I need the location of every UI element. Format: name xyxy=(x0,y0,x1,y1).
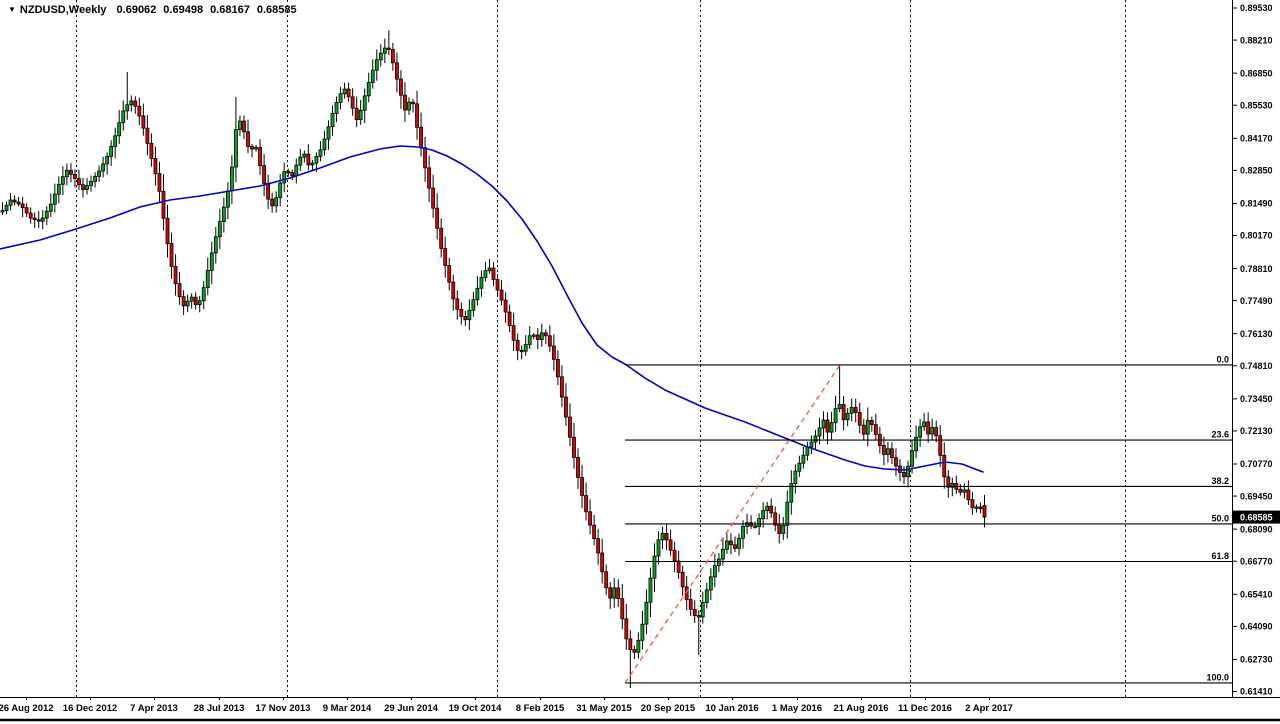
fibonacci-retracement[interactable]: 0.0 23.6 38.2 50.0 61.8 100.0 xyxy=(624,354,1232,684)
time-tick-label: 8 Feb 2015 xyxy=(516,703,565,714)
time-tick-label: 26 Aug 2012 xyxy=(0,703,54,714)
ohlc-high: 0.69498 xyxy=(163,4,204,16)
time-tick-label: 10 Jan 2016 xyxy=(705,703,758,714)
fib-level-label: 23.6 xyxy=(1211,430,1229,440)
price-tick-label: 0.65410 xyxy=(1240,589,1273,599)
symbol-period-label: NZDUSD,Weekly xyxy=(19,4,107,16)
fib-level-label: 61.8 xyxy=(1211,551,1229,561)
price-tick-label: 0.85530 xyxy=(1240,100,1273,110)
time-tick-label: 1 May 2016 xyxy=(772,703,822,714)
price-tick-label: 0.64090 xyxy=(1240,622,1273,632)
ohlc-low: 0.68167 xyxy=(210,4,250,16)
time-tick-label: 29 Jun 2014 xyxy=(384,703,439,714)
time-tick-label: 31 May 2015 xyxy=(576,703,632,714)
grid-lines xyxy=(76,0,1126,697)
ma-polyline[interactable] xyxy=(0,145,984,473)
price-axis[interactable]: 0.89530 0.88210 0.86850 0.85530 0.84170 0.828… xyxy=(1232,3,1280,697)
fib-trend-line[interactable] xyxy=(624,364,841,684)
price-tick-label: 0.88210 xyxy=(1240,35,1273,45)
time-tick-label: 21 Aug 2016 xyxy=(833,703,888,714)
ohlc-close: 0.68585 xyxy=(256,4,297,16)
price-tick-label: 0.81490 xyxy=(1240,199,1273,209)
time-tick-label: 28 Jul 2013 xyxy=(194,703,245,714)
fib-level-label: 100.0 xyxy=(1206,672,1229,682)
price-tick-label: 0.62730 xyxy=(1240,655,1273,665)
price-tick-label: 0.89530 xyxy=(1240,3,1273,13)
candles-layer[interactable] xyxy=(0,30,987,689)
time-tick-label: 20 Sep 2015 xyxy=(641,703,696,714)
time-tick-label: 9 Mar 2014 xyxy=(323,703,372,714)
price-tick-label: 0.73450 xyxy=(1240,394,1273,404)
price-tick-label: 0.61410 xyxy=(1240,687,1273,697)
price-tick-label: 0.70770 xyxy=(1240,459,1273,469)
current-price-tag xyxy=(1233,510,1280,524)
fib-level-label: 50.0 xyxy=(1211,513,1229,523)
time-tick-label: 11 Dec 2016 xyxy=(898,703,952,714)
price-tick-label: 0.74810 xyxy=(1240,361,1273,371)
ohlc-open: 0.69062 xyxy=(116,4,157,16)
time-axis[interactable]: 26 Aug 2012 16 Dec 2012 7 Apr 2013 28 Jul 2… xyxy=(0,697,1013,714)
time-tick-label: 17 Nov 2013 xyxy=(256,703,311,714)
chart-title: ▼ NZDUSD,Weekly 0.69062 0.69498 0.68167 … xyxy=(8,4,297,16)
price-tick-label: 0.68090 xyxy=(1240,524,1273,534)
time-tick-label: 19 Oct 2014 xyxy=(449,703,503,714)
price-tick-label: 0.86850 xyxy=(1240,68,1273,78)
current-price-label: 0.68585 xyxy=(1240,513,1273,523)
price-tick-label: 0.66770 xyxy=(1240,556,1273,566)
time-tick-label: 16 Dec 2012 xyxy=(63,703,117,714)
price-tick-label: 0.82850 xyxy=(1240,166,1273,176)
price-tick-label: 0.78810 xyxy=(1240,264,1273,274)
fib-level-label: 0.0 xyxy=(1216,354,1229,364)
fib-level-label: 38.2 xyxy=(1211,476,1229,486)
price-tick-label: 0.80170 xyxy=(1240,231,1273,241)
moving-average-line xyxy=(0,145,984,473)
time-tick-label: 7 Apr 2013 xyxy=(130,703,178,714)
price-tick-label: 0.77490 xyxy=(1240,296,1273,306)
time-tick-label: 2 Apr 2017 xyxy=(965,703,1013,714)
price-tick-label: 0.69450 xyxy=(1240,491,1273,501)
price-tick-label: 0.72130 xyxy=(1240,426,1273,436)
symbol-marker-icon[interactable]: ▼ xyxy=(8,4,16,14)
price-tick-label: 0.76130 xyxy=(1240,329,1273,339)
price-tick-label: 0.84170 xyxy=(1240,133,1273,143)
